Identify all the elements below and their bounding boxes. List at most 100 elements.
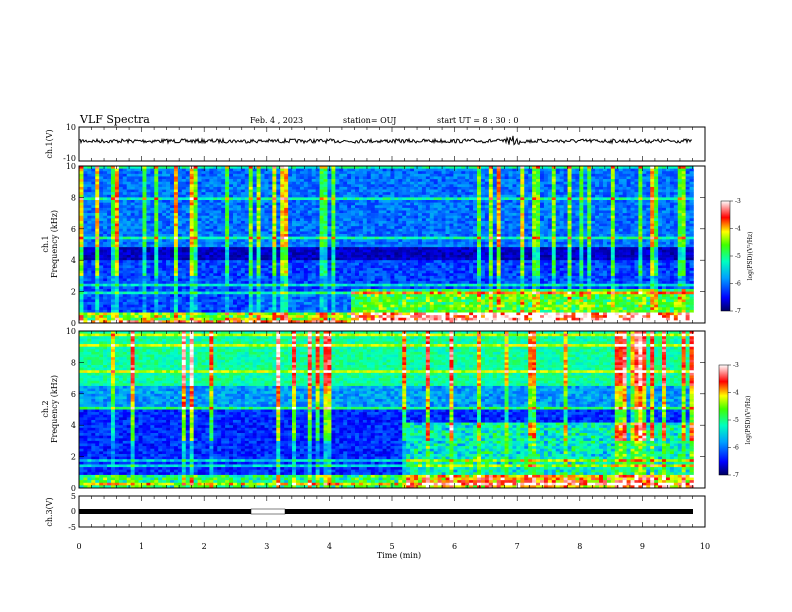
spectrogram-cell <box>162 171 167 175</box>
spectrogram-cell <box>662 244 667 248</box>
spectrogram-cell <box>559 215 564 219</box>
spectrogram-cell <box>79 194 84 198</box>
spectrogram-cell <box>248 205 253 209</box>
spectrogram-cell <box>347 223 352 227</box>
spectrogram-cell <box>618 166 623 169</box>
spectrogram-cell <box>118 220 124 224</box>
spectrogram-cell <box>579 239 584 243</box>
spectrogram-cell <box>193 166 198 169</box>
spectrogram-cell <box>99 202 104 206</box>
spectrogram-cell <box>480 236 486 240</box>
spectrogram-cell <box>331 186 336 190</box>
spectrogram-cell <box>658 215 663 219</box>
spectrogram-cell <box>339 166 344 169</box>
spectrogram-cell <box>91 241 96 245</box>
spectrogram-cell <box>469 168 474 172</box>
spectrogram-cell <box>236 218 242 222</box>
spectrogram-cell <box>138 184 143 188</box>
spectrogram-cell <box>559 210 564 214</box>
spectrogram-cell <box>421 202 427 206</box>
spectrogram-cell <box>646 215 651 219</box>
spectrogram-cell <box>299 179 305 182</box>
spectrogram-cell <box>547 171 553 175</box>
spectrogram-cell <box>91 171 96 175</box>
spectrogram-cell <box>130 171 135 175</box>
spectrogram-cell <box>508 186 513 190</box>
spectrogram-cell <box>614 171 620 175</box>
spectrogram-cell <box>681 166 686 169</box>
spectrogram-cell <box>134 176 139 180</box>
spectrogram-cell <box>583 213 588 217</box>
spectrogram-cell <box>449 234 454 237</box>
spectrogram-cell <box>91 189 96 193</box>
spectrogram-cell <box>177 220 183 224</box>
spectrogram-cell <box>599 236 604 240</box>
spectrogram-cell <box>669 234 675 237</box>
spectrogram-cell <box>496 192 501 196</box>
spectrogram-cell <box>162 186 167 190</box>
spectrogram-cell <box>547 166 553 169</box>
spectrogram-cell <box>528 168 533 172</box>
spectrogram-cell <box>370 210 375 214</box>
spectrogram-cell <box>520 189 525 193</box>
spectrogram-cell <box>646 236 651 240</box>
spectrogram-cell <box>288 220 293 224</box>
spectrogram-cell <box>536 202 541 206</box>
spectrogram-cell <box>429 223 435 227</box>
spectrogram-cell <box>677 168 682 172</box>
spectrogram-cell <box>543 226 549 230</box>
spectrogram-cell <box>477 173 482 177</box>
spectrogram-cell <box>225 173 230 177</box>
spectrogram-cell <box>240 236 246 240</box>
spectrogram-cell <box>571 200 576 203</box>
spectrogram-cell <box>575 226 580 230</box>
spectrogram-cell <box>146 236 151 240</box>
spectrogram-cell <box>406 241 411 245</box>
spectrogram-cell <box>83 210 88 214</box>
spectrogram-cell <box>170 197 175 201</box>
spectrogram-cell <box>669 166 675 169</box>
spectrogram-cell <box>650 241 655 245</box>
spectrogram-cell <box>268 192 273 196</box>
spectrogram-cell <box>429 234 435 237</box>
spectrogram-cell <box>662 197 667 201</box>
spectrogram-cell <box>83 213 88 217</box>
spectrogram-cell <box>669 192 675 196</box>
spectrogram-cell <box>681 173 686 177</box>
spectrogram-cell <box>477 200 482 203</box>
spectrogram-cell <box>477 184 482 188</box>
spectrogram-cell <box>378 186 383 190</box>
spectrogram-cell <box>583 186 588 190</box>
spectrogram-cell <box>343 234 348 237</box>
spectrogram-cell <box>480 218 486 222</box>
spectrogram-cell <box>303 181 309 185</box>
spectrogram-cell <box>626 176 631 180</box>
spectrogram-cell <box>441 192 446 196</box>
spectrogram-cell <box>681 231 686 235</box>
spectrogram-cell <box>130 197 135 201</box>
spectrogram-cell <box>551 179 557 182</box>
spectrogram-cell <box>488 205 494 209</box>
spectrogram-cell <box>433 234 438 237</box>
spectrogram-cell <box>473 186 478 190</box>
spectrogram-cell <box>441 197 446 201</box>
spectrogram-cell <box>331 194 336 198</box>
spectrogram-cell <box>299 231 305 235</box>
spectrogram-cell <box>488 207 494 211</box>
spectrogram-cell <box>536 176 541 180</box>
spectrogram-cell <box>185 166 191 169</box>
spectrogram-cell <box>445 241 450 245</box>
spectrogram-cell <box>347 205 352 209</box>
spectrogram-cell <box>618 197 623 201</box>
spectrogram-cell <box>634 184 639 188</box>
spectrogram-cell <box>689 173 694 177</box>
spectrogram-cell <box>465 176 470 180</box>
spectrogram-cell <box>543 236 549 240</box>
spectrogram-cell <box>197 168 202 172</box>
spectrogram-cell <box>575 194 580 198</box>
spectrogram-cell <box>280 192 285 196</box>
spectrogram-cell <box>540 234 545 237</box>
spectrogram-cell <box>335 173 340 177</box>
spectrogram-cell <box>366 176 372 180</box>
spectrogram-cell <box>520 200 525 203</box>
